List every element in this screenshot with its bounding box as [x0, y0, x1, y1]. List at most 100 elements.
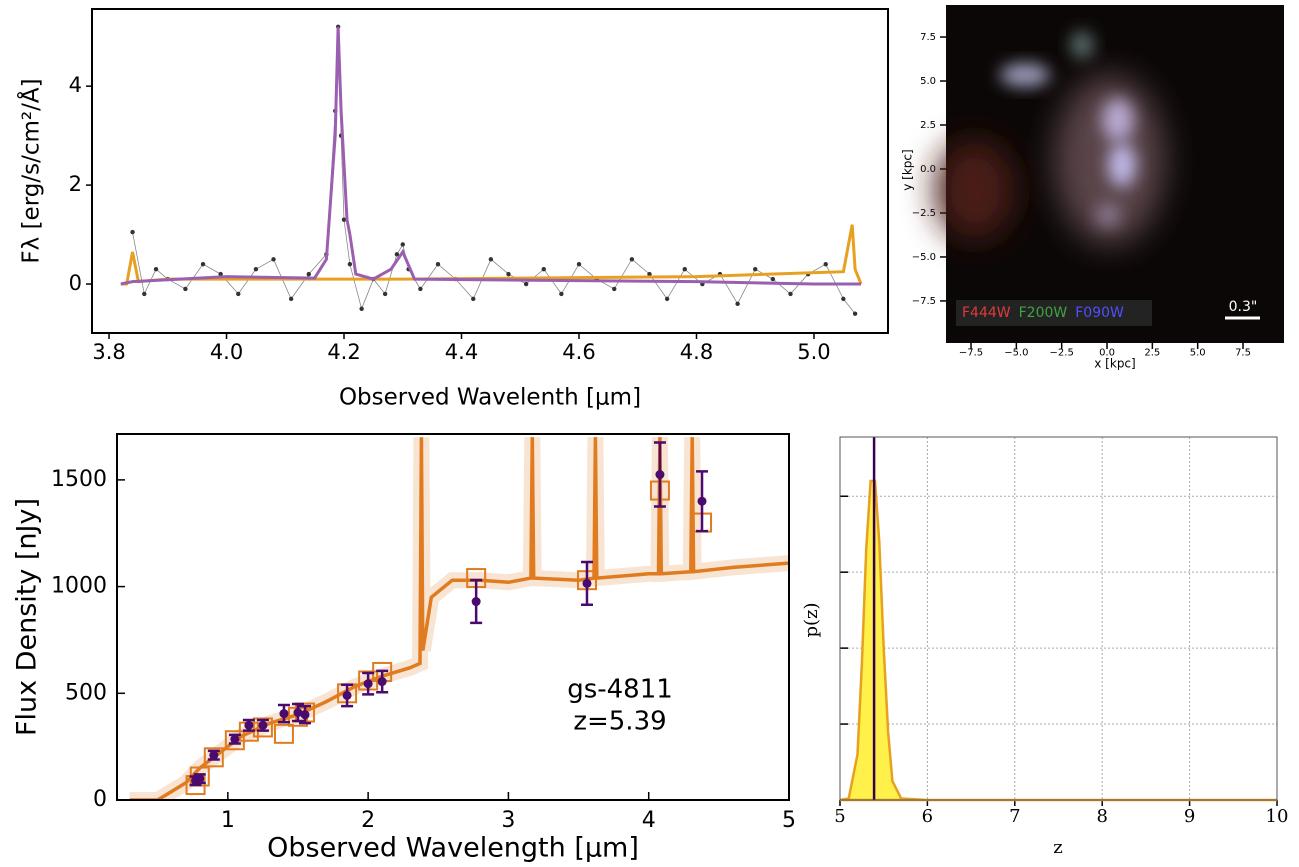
photometry-point: [195, 774, 205, 784]
x-tick-label: 5: [834, 806, 845, 827]
data-point: [253, 266, 259, 272]
data-point: [788, 291, 793, 297]
galaxy-clump: [1070, 31, 1094, 59]
x-tick-label: 8: [1096, 806, 1107, 827]
y-tick-label: 1000: [51, 574, 107, 599]
photometry-point: [697, 496, 707, 506]
data-point: [647, 271, 652, 277]
x-tick-label: 4.4: [445, 340, 478, 364]
annotation: z=5.39: [573, 707, 666, 737]
x-tick-label: −2.5: [1050, 348, 1074, 359]
data-trace: [132, 26, 856, 314]
photometry-point: [258, 720, 268, 730]
data-point: [541, 266, 546, 272]
data-point: [612, 286, 617, 292]
x-tick-label: 7.5: [1235, 348, 1251, 359]
x-tick-label: 5.0: [1190, 348, 1206, 359]
x-tick-label: 1: [221, 808, 235, 833]
data-point: [435, 262, 441, 267]
data-point: [306, 271, 311, 277]
y-tick-label: 0: [93, 787, 107, 812]
filter-label-bg: [956, 300, 1152, 326]
y-axis-label: y [kpc]: [901, 149, 915, 190]
data-point: [236, 291, 241, 297]
x-axis-label: x [kpc]: [1094, 357, 1135, 371]
data-point: [664, 296, 670, 302]
data-point: [841, 296, 846, 302]
y-tick-label: −7.5: [912, 296, 936, 307]
y-tick-label: 0: [69, 271, 82, 295]
data-point: [418, 286, 423, 292]
y-tick-label: −5.0: [912, 252, 936, 263]
y-tick-label: 5.0: [920, 76, 936, 87]
model-line: [120, 224, 863, 286]
data-point: [400, 242, 405, 247]
plot-frame: [116, 433, 790, 801]
x-tick-label: 4.0: [210, 340, 243, 364]
y-tick-label: 7.5: [920, 32, 936, 43]
y-tick-label: 1500: [51, 467, 107, 492]
x-tick-label: 2.5: [1144, 348, 1160, 359]
galaxy-glow: [935, 140, 1015, 240]
x-tick-label: 5.0: [797, 340, 830, 364]
x-axis-label: z: [1053, 837, 1062, 858]
x-tick-label: 4.8: [680, 340, 713, 364]
filter-label: F444W: [962, 305, 1011, 321]
data-point: [341, 217, 347, 222]
model-photometry: [252, 717, 273, 738]
data-point: [394, 252, 400, 257]
data-point: [130, 229, 135, 235]
y-tick-label: 2: [69, 172, 82, 196]
galaxy-clump: [1000, 63, 1050, 87]
y-axis-label: Flux Density [nJy]: [12, 498, 43, 736]
photometry-point: [300, 710, 310, 720]
y-tick-label: 4: [69, 73, 82, 97]
photometry-point: [244, 720, 254, 730]
data-point: [288, 296, 294, 302]
model-line: [120, 26, 861, 286]
data-point: [347, 262, 353, 267]
data-point: [218, 271, 223, 277]
model-photometry: [203, 747, 224, 768]
data-point: [753, 266, 758, 272]
photometry-point: [471, 597, 481, 607]
photometry-point: [279, 709, 289, 719]
galaxy-clump: [1108, 143, 1136, 187]
galaxy-clump: [1096, 203, 1120, 227]
data-point: [629, 257, 635, 262]
filter-label: F200W: [1019, 305, 1068, 321]
data-point: [852, 311, 858, 316]
data-point: [682, 266, 687, 272]
photometry-point: [363, 679, 373, 689]
x-axis-label: Observed Wavelenth [μm]: [339, 385, 641, 411]
data-point: [506, 271, 511, 277]
data-point: [576, 262, 582, 267]
data-point: [142, 291, 147, 297]
photometry-point: [655, 470, 665, 480]
model-photometry: [273, 723, 294, 744]
data-point: [359, 306, 364, 311]
plot-frame: [91, 8, 889, 334]
x-tick-label: 3.8: [92, 340, 125, 364]
data-point: [200, 262, 206, 267]
y-axis-label: p(z): [801, 602, 822, 637]
scale-bar-label: 0.3": [1229, 299, 1258, 315]
plot-frame: [839, 436, 1278, 801]
annotation: gs-4811: [567, 675, 673, 705]
x-tick-label: 4: [642, 808, 656, 833]
x-tick-label: 7: [1009, 806, 1020, 827]
data-point: [823, 262, 828, 267]
x-tick-label: 0.0: [1099, 348, 1115, 359]
data-point: [770, 276, 776, 282]
y-tick-label: −2.5: [912, 208, 936, 219]
x-tick-label: 6: [922, 806, 933, 827]
x-axis-label: Observed Wavelength [μm]: [267, 833, 639, 864]
plot-area: [129, 437, 789, 800]
data-point: [559, 291, 564, 297]
y-tick-label: 0.0: [920, 164, 936, 175]
x-tick-label: −5.0: [1004, 348, 1028, 359]
model-line: [129, 437, 789, 800]
x-tick-label: −7.5: [959, 348, 983, 359]
data-point: [488, 257, 494, 262]
